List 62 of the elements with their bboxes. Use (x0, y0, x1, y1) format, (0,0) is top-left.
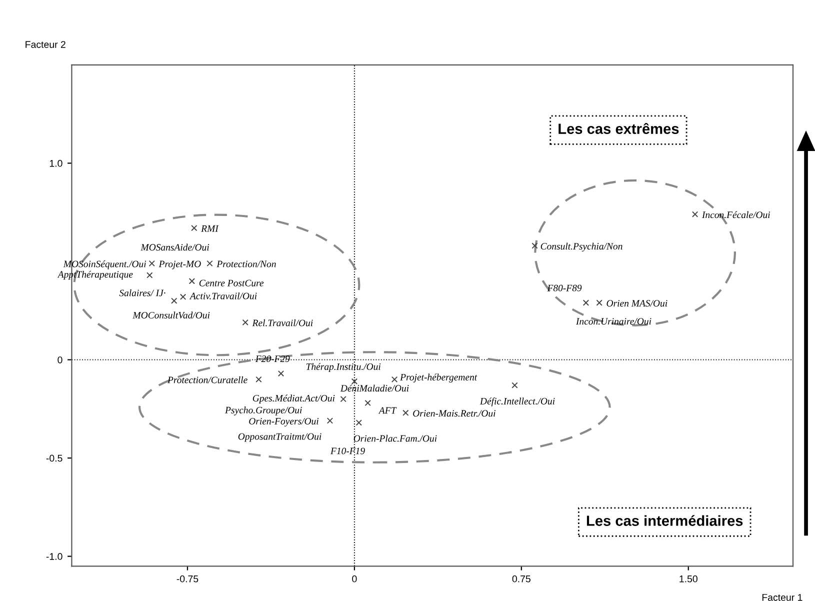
annotation: F80-F89 (547, 284, 582, 292)
annotation: Projet-hébergement (400, 374, 478, 382)
annotation: Protection/Non (216, 260, 276, 268)
annotation: Orien-Plac.Fam./Oui (354, 434, 437, 442)
annotation: AFT (378, 407, 397, 414)
annotation: F10-F19 (330, 448, 365, 454)
point (206, 260, 213, 267)
y-tick-label: -0.5 (46, 454, 62, 462)
annotation: Salaires/ IJ· (119, 289, 166, 296)
annotation: Orien-Mais.Retr./Oui (413, 410, 496, 417)
annotation: Activ.Travail/Oui (189, 292, 257, 300)
annotation: MOConsultVad/Oui (132, 312, 210, 319)
annotation: Défic.Intellect./Oui (480, 398, 555, 406)
y-axis-title: Facteur 2 (26, 41, 66, 48)
point (256, 376, 262, 382)
point (188, 278, 196, 284)
annotation: DéniMaladie/Oui (340, 384, 409, 392)
annotation: Orien-Foyers/Oui (249, 418, 319, 426)
x-tick-label: 1.50 (680, 575, 698, 582)
annotation: Incon.Fécale/Oui (702, 211, 770, 218)
annotation: Incon.Urinaire/Oui (576, 318, 652, 325)
point (692, 211, 698, 218)
y-tick-label: 0 (58, 356, 62, 364)
point (340, 396, 346, 402)
point (532, 242, 538, 249)
annotation: Consult.Psychia/Non (540, 242, 622, 252)
annotation: OpposantTraitmt/Oui (238, 433, 322, 442)
point (242, 319, 248, 326)
point (326, 418, 334, 424)
annotation: RMI (201, 225, 219, 232)
annotation: Les cas extrêmes (558, 122, 679, 134)
point (351, 378, 358, 384)
annotation: Thérap.Institu./Oui (306, 363, 381, 372)
annotation: Les cas intermédiaires (586, 515, 743, 526)
x-axis-title: Facteur 1 (762, 594, 802, 601)
annotation: Rel.Travail/Oui (252, 319, 313, 326)
annotation: Gpes.Médiat.Act/Oui (252, 394, 335, 404)
point (278, 370, 284, 377)
y-tick-label: 1.0 (50, 160, 62, 167)
annotation: Projet-MO (158, 260, 201, 270)
annotation: MOSansAide/Oui (140, 244, 210, 251)
x-tick-label: 0 (352, 575, 357, 582)
point (596, 300, 602, 306)
annotation: Orien MAS/Oui (606, 300, 668, 307)
y-tick-label: -1.0 (46, 553, 62, 560)
point (171, 298, 178, 304)
point (582, 300, 590, 306)
point (191, 224, 198, 232)
point (146, 272, 153, 278)
point (180, 294, 186, 300)
point (391, 376, 398, 382)
annotation: Centre PostCure (199, 280, 264, 286)
annotation: Protection/Curatelle (167, 376, 248, 384)
point (148, 260, 155, 267)
point (364, 400, 371, 406)
point (402, 410, 409, 416)
annotation: Psycho.Groupe/Oui (224, 406, 302, 416)
annotation: F20-F29 (255, 355, 290, 362)
point (356, 420, 362, 426)
x-tick-label: 0.75 (512, 575, 530, 582)
x-tick-label: -0.75 (176, 575, 198, 582)
point (512, 382, 518, 388)
